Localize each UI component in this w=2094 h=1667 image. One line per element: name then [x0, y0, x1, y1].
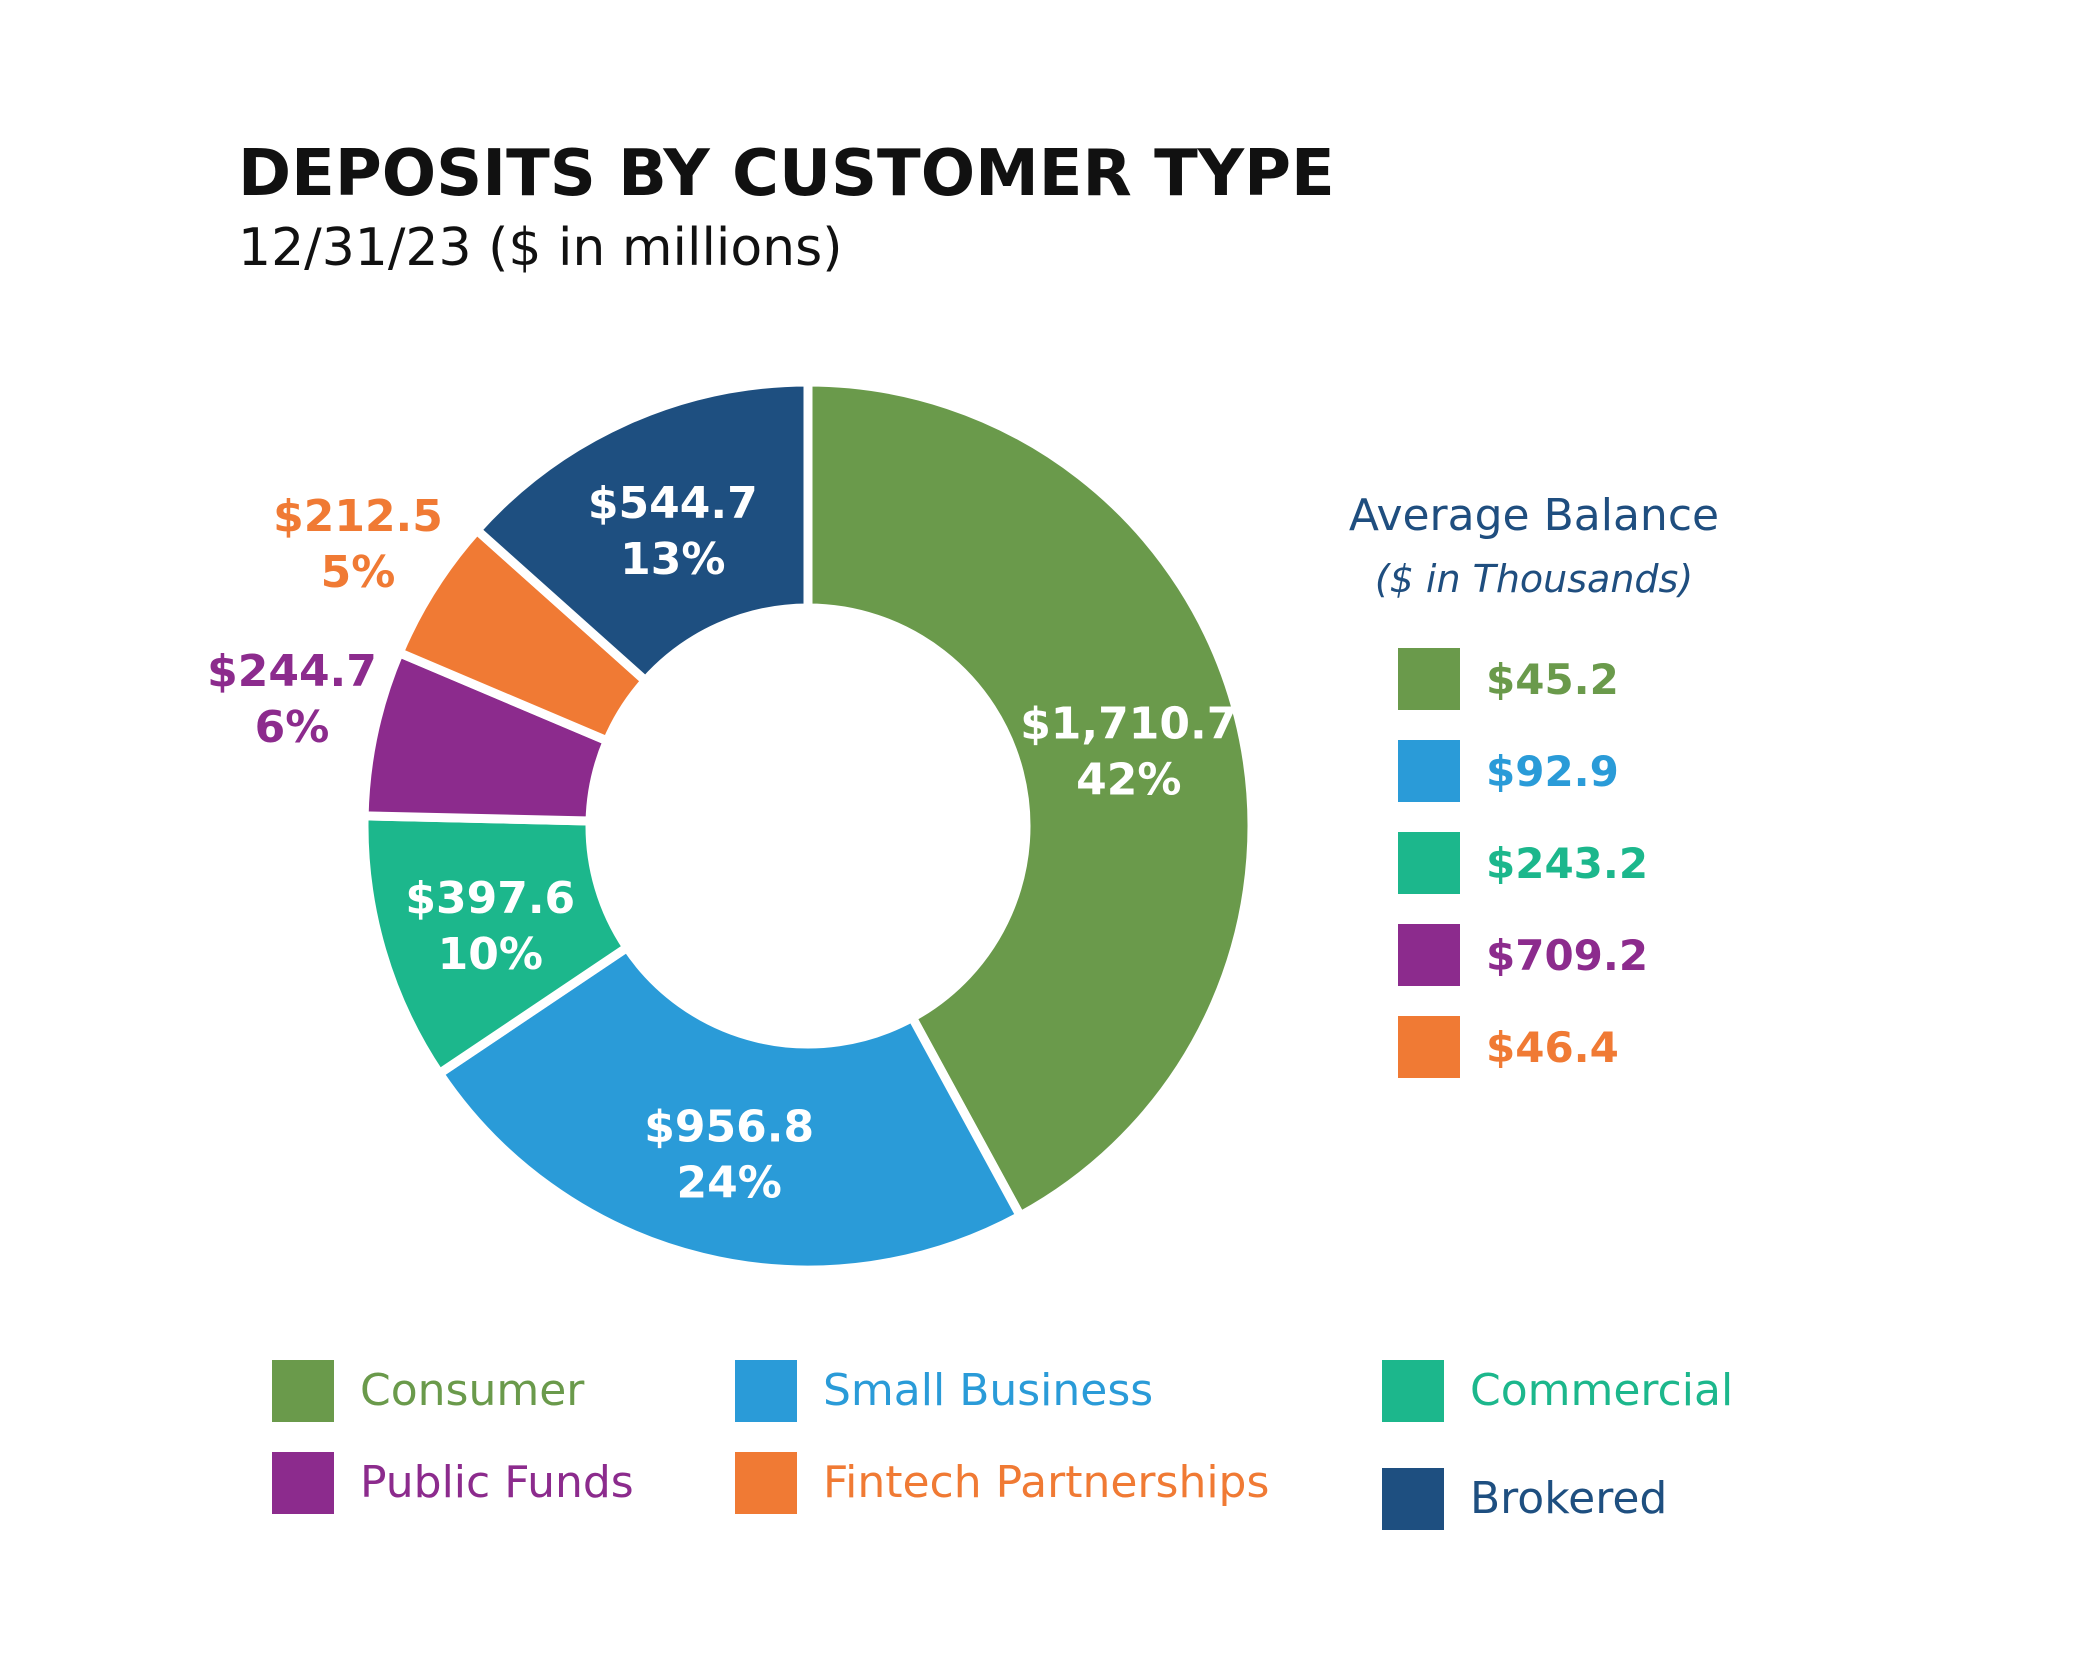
legend-swatch-public-funds [272, 1452, 334, 1514]
slice-value-label: $212.5 [273, 491, 443, 542]
legend-label-public-funds: Public Funds [360, 1457, 634, 1508]
slice-consumer [803, 377, 1257, 1223]
average-balance-value: $92.9 [1486, 747, 1619, 796]
slice-percent-label: 10% [438, 929, 543, 980]
legend-label-small-business: Small Business [823, 1365, 1153, 1416]
average-balance-value: $709.2 [1486, 931, 1648, 980]
average-balance-entries: $45.2 $92.9 $243.2 $709.2 $46.4 [1398, 648, 1648, 1078]
slice-small-business [433, 941, 1027, 1275]
slice-percent-label: 6% [255, 702, 330, 753]
slice-percent-label: 42% [1076, 754, 1181, 805]
slice-value-label: $244.7 [207, 646, 377, 697]
average-balance-swatch [1398, 648, 1460, 710]
legend-label-fintech-partnerships: Fintech Partnerships [823, 1457, 1269, 1508]
average-balance-title: Average Balance [1349, 490, 1719, 541]
slice-commercial [359, 811, 634, 1080]
slice-percent-label: 13% [620, 534, 725, 585]
slice-labels: $1,710.742% $956.824% $397.610% $244.76% $21… [207, 478, 1237, 1209]
average-balance-swatch [1398, 740, 1460, 802]
average-balance-value: $243.2 [1486, 839, 1648, 888]
slice-percent-label: 24% [677, 1157, 782, 1208]
legend-label-commercial: Commercial [1470, 1365, 1733, 1416]
average-balance-subtitle: ($ in Thousands) [1375, 557, 1693, 601]
average-balance-panel: Average Balance ($ in Thousands) $45.2 $9… [1349, 490, 1719, 1078]
slice-brokered [470, 377, 813, 688]
legend-label-brokered: Brokered [1470, 1473, 1667, 1524]
slice-value-label: $1,710.7 [1020, 698, 1237, 749]
slice-percent-label: 5% [321, 547, 396, 598]
legend-swatch-small-business [735, 1360, 797, 1422]
legend-swatch-consumer [272, 1360, 334, 1422]
donut-chart [359, 377, 1257, 1275]
slice-value-label: $544.7 [588, 478, 758, 529]
average-balance-value: $45.2 [1486, 655, 1619, 704]
legend-swatch-fintech-partnerships [735, 1452, 797, 1514]
chart-title: DEPOSITS BY CUSTOMER TYPE [238, 137, 1335, 211]
average-balance-value: $46.4 [1486, 1023, 1619, 1072]
average-balance-swatch [1398, 1016, 1460, 1078]
legend-label-consumer: Consumer [360, 1365, 585, 1416]
average-balance-swatch [1398, 924, 1460, 986]
legend-swatch-commercial [1382, 1360, 1444, 1422]
slice-value-label: $397.6 [405, 873, 575, 924]
slice-value-label: $956.8 [644, 1101, 814, 1152]
average-balance-swatch [1398, 832, 1460, 894]
legend: Consumer Small Business Commercial Public F… [272, 1360, 1733, 1530]
legend-swatch-brokered [1382, 1468, 1444, 1530]
chart-subtitle: 12/31/23 ($ in millions) [238, 218, 843, 278]
